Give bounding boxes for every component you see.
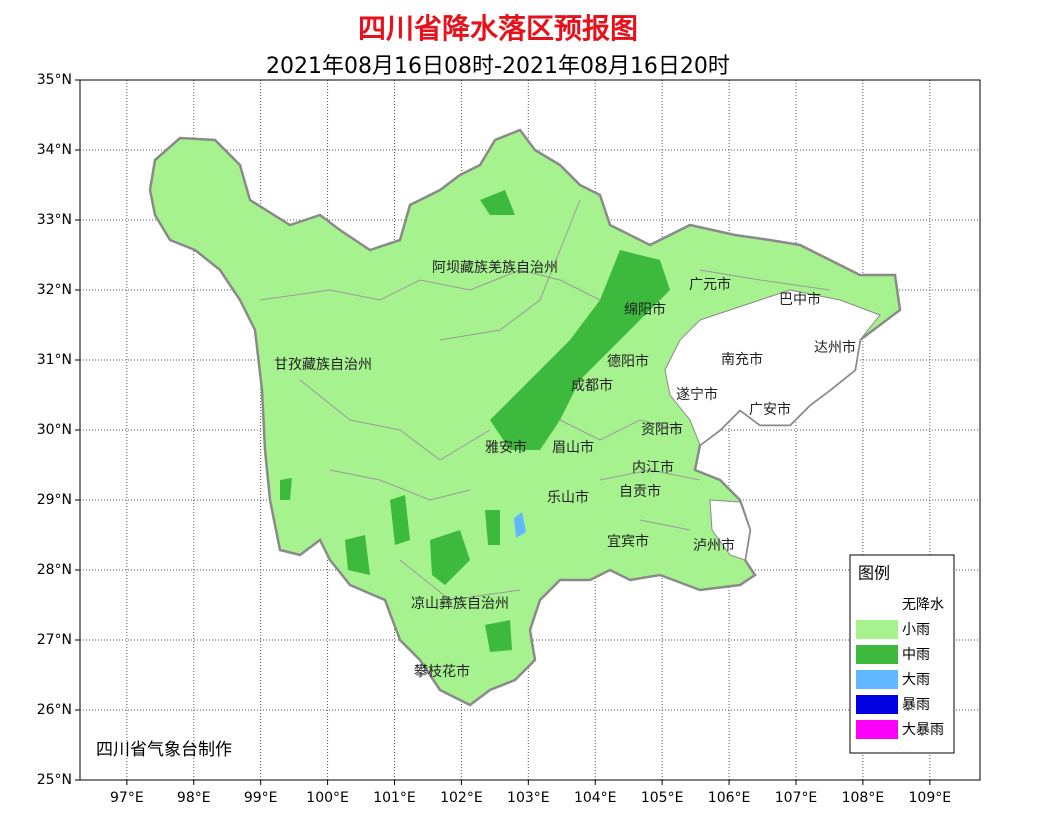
legend-label: 大暴雨 <box>902 722 944 738</box>
legend-label: 无降水 <box>902 597 944 613</box>
heavy-rain-area <box>514 512 526 538</box>
region-label: 宜宾市 <box>607 533 649 550</box>
x-tick-label: 103°E <box>507 790 550 806</box>
y-tick-label: 30°N <box>37 422 72 438</box>
legend-title: 图例 <box>858 564 890 583</box>
region-label: 甘孜藏族自治州 <box>274 357 372 373</box>
region-label: 达州市 <box>814 339 856 356</box>
region-label: 凉山彝族自治州 <box>411 596 509 612</box>
x-tick-label: 101°E <box>373 790 416 806</box>
moderate-rain-area <box>390 495 410 545</box>
region-label: 德阳市 <box>607 353 649 370</box>
y-tick-label: 28°N <box>37 562 72 578</box>
region-label: 阿坝藏族羌族自治州 <box>432 260 558 276</box>
title: 四川省降水落区预报图 <box>358 12 638 45</box>
y-tick-label: 25°N <box>37 772 72 788</box>
y-tick-label: 29°N <box>37 492 72 508</box>
legend-label: 大雨 <box>902 672 930 688</box>
region-label: 广安市 <box>749 401 791 418</box>
region-label: 内江市 <box>632 459 674 476</box>
moderate-rain-area <box>430 530 470 585</box>
y-tick-label: 33°N <box>37 212 72 228</box>
no-rain-area <box>664 289 881 446</box>
legend-label: 中雨 <box>902 647 930 663</box>
x-tick-label: 97°E <box>110 790 144 806</box>
region-label: 巴中市 <box>779 291 821 308</box>
x-tick-label: 109°E <box>909 790 952 806</box>
y-tick-label: 26°N <box>37 702 72 718</box>
region-label: 南充市 <box>721 351 763 368</box>
region-label: 自贡市 <box>619 483 661 500</box>
moderate-rain-area <box>490 250 670 450</box>
y-tick-label: 27°N <box>37 632 72 648</box>
x-tick-label: 100°E <box>306 790 349 806</box>
legend-label: 小雨 <box>902 622 930 638</box>
region-label: 广元市 <box>689 276 731 293</box>
region-label: 眉山市 <box>552 439 594 456</box>
x-tick-label: 107°E <box>775 790 818 806</box>
province <box>148 128 902 707</box>
region-label: 绵阳市 <box>624 301 666 318</box>
no-rain-area <box>709 499 751 561</box>
x-tick-label: 102°E <box>440 790 483 806</box>
x-tick-label: 98°E <box>177 790 211 806</box>
legend-swatch <box>856 670 898 689</box>
moderate-rain-area <box>485 510 500 545</box>
credit: 四川省气象台制作 <box>96 740 232 760</box>
moderate-rain-area <box>485 620 512 652</box>
region-label: 攀枝花市 <box>414 663 470 680</box>
moderate-rain-area <box>345 535 370 575</box>
legend-swatch <box>856 620 898 639</box>
region-label: 雅安市 <box>485 439 527 456</box>
legend-swatch <box>856 695 898 714</box>
region-label: 乐山市 <box>547 489 589 506</box>
legend-swatch <box>856 720 898 739</box>
region-label: 成都市 <box>571 377 613 394</box>
legend-swatch <box>856 645 898 664</box>
subtitle: 2021年08月16日08时-2021年08月16日20时 <box>266 54 730 79</box>
moderate-rain-area <box>480 190 515 215</box>
region-label: 遂宁市 <box>676 386 718 403</box>
region-labels: 阿坝藏族羌族自治州 广元市 巴中市 绵阳市 达州市 甘孜藏族自治州 德阳市 南充… <box>274 260 856 680</box>
legend-label: 暴雨 <box>902 697 930 713</box>
x-tick-label: 108°E <box>842 790 885 806</box>
region-label: 资阳市 <box>641 421 683 438</box>
x-tick-label: 106°E <box>708 790 751 806</box>
county-borders <box>259 199 831 601</box>
x-tick-label: 99°E <box>244 790 278 806</box>
x-tick-label: 104°E <box>574 790 617 806</box>
y-tick-label: 34°N <box>37 142 72 158</box>
y-tick-label: 32°N <box>37 282 72 298</box>
region-label: 泸州市 <box>693 537 735 554</box>
y-tick-label: 31°N <box>37 352 72 368</box>
y-tick-label: 35°N <box>37 72 72 88</box>
x-tick-label: 105°E <box>641 790 684 806</box>
legend-swatch <box>856 595 898 614</box>
moderate-rain-area <box>280 478 292 500</box>
